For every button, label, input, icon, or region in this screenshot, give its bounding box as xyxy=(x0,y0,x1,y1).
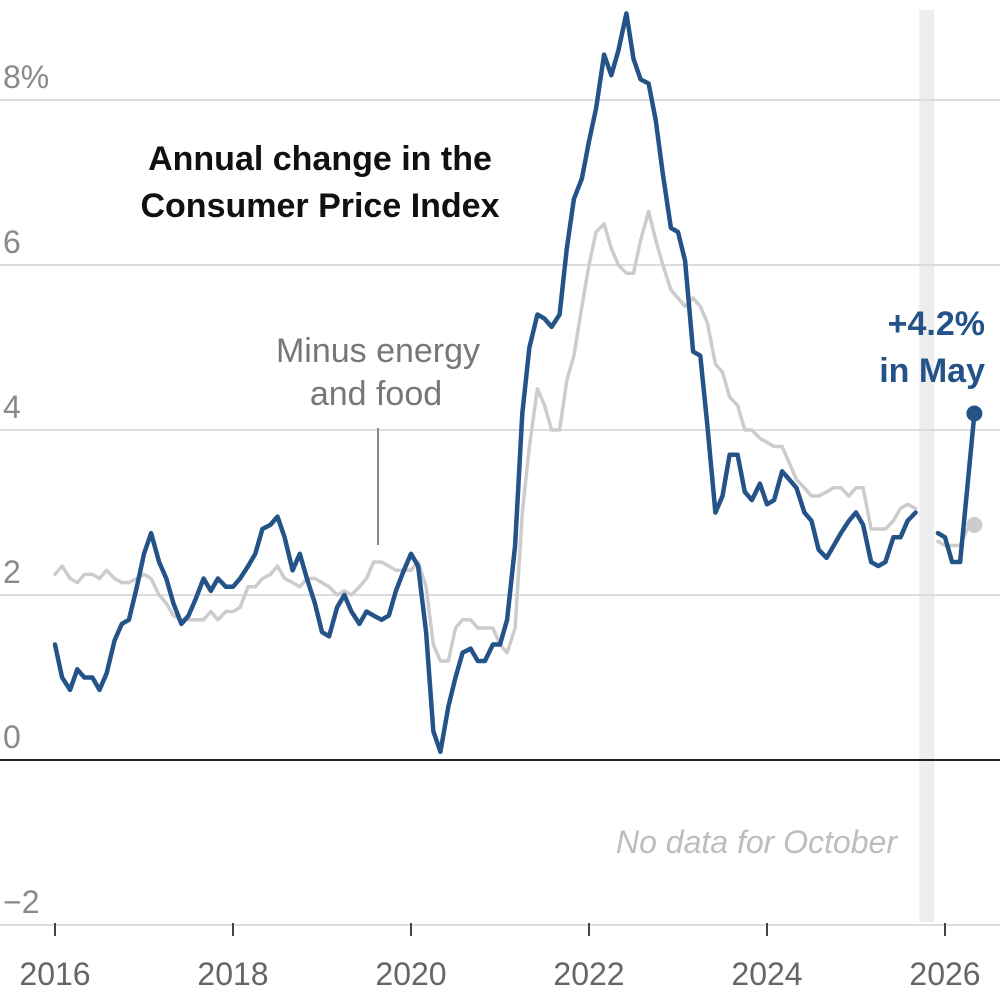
y-tick-label: −2 xyxy=(3,884,39,920)
missing-data-band xyxy=(919,10,935,922)
latest-value-callout-line-1: +4.2% xyxy=(888,305,985,343)
y-tick-label: 0 xyxy=(3,719,21,755)
y-tick-label: 2 xyxy=(3,554,21,590)
no-data-note: No data for October xyxy=(616,824,898,860)
y-tick-label: 6 xyxy=(3,224,21,260)
y-tick-label: 8% xyxy=(3,59,49,95)
y-axis-tick-labels: 8% 6 4 2 0 −2 xyxy=(3,59,49,920)
headline-latest-point xyxy=(966,405,983,422)
core-series-line xyxy=(53,209,977,663)
y-tick-label: 4 xyxy=(3,389,21,425)
chart-title-line-1: Annual change in the xyxy=(148,140,492,178)
x-tick-label: 2018 xyxy=(197,956,268,992)
series-layer xyxy=(52,11,983,755)
x-tick-label: 2022 xyxy=(553,956,624,992)
x-tick-label: 2024 xyxy=(731,956,802,992)
x-tick-label: 2020 xyxy=(375,956,446,992)
missing-data-band-layer xyxy=(919,10,935,922)
x-axis-ticks: 2016 2018 2020 2022 2024 2026 xyxy=(19,923,981,992)
core-series-label-line-2: and food xyxy=(310,375,442,413)
latest-value-callout-line-2: in May xyxy=(879,352,985,390)
gridlines xyxy=(0,99,1000,926)
core-latest-point xyxy=(966,516,983,533)
x-tick-label: 2016 xyxy=(19,956,90,992)
headline-series-line xyxy=(52,11,977,755)
x-tick-label: 2026 xyxy=(909,956,980,992)
chart-title-line-2: Consumer Price Index xyxy=(140,187,499,225)
core-series-label-line-1: Minus energy xyxy=(276,332,480,370)
